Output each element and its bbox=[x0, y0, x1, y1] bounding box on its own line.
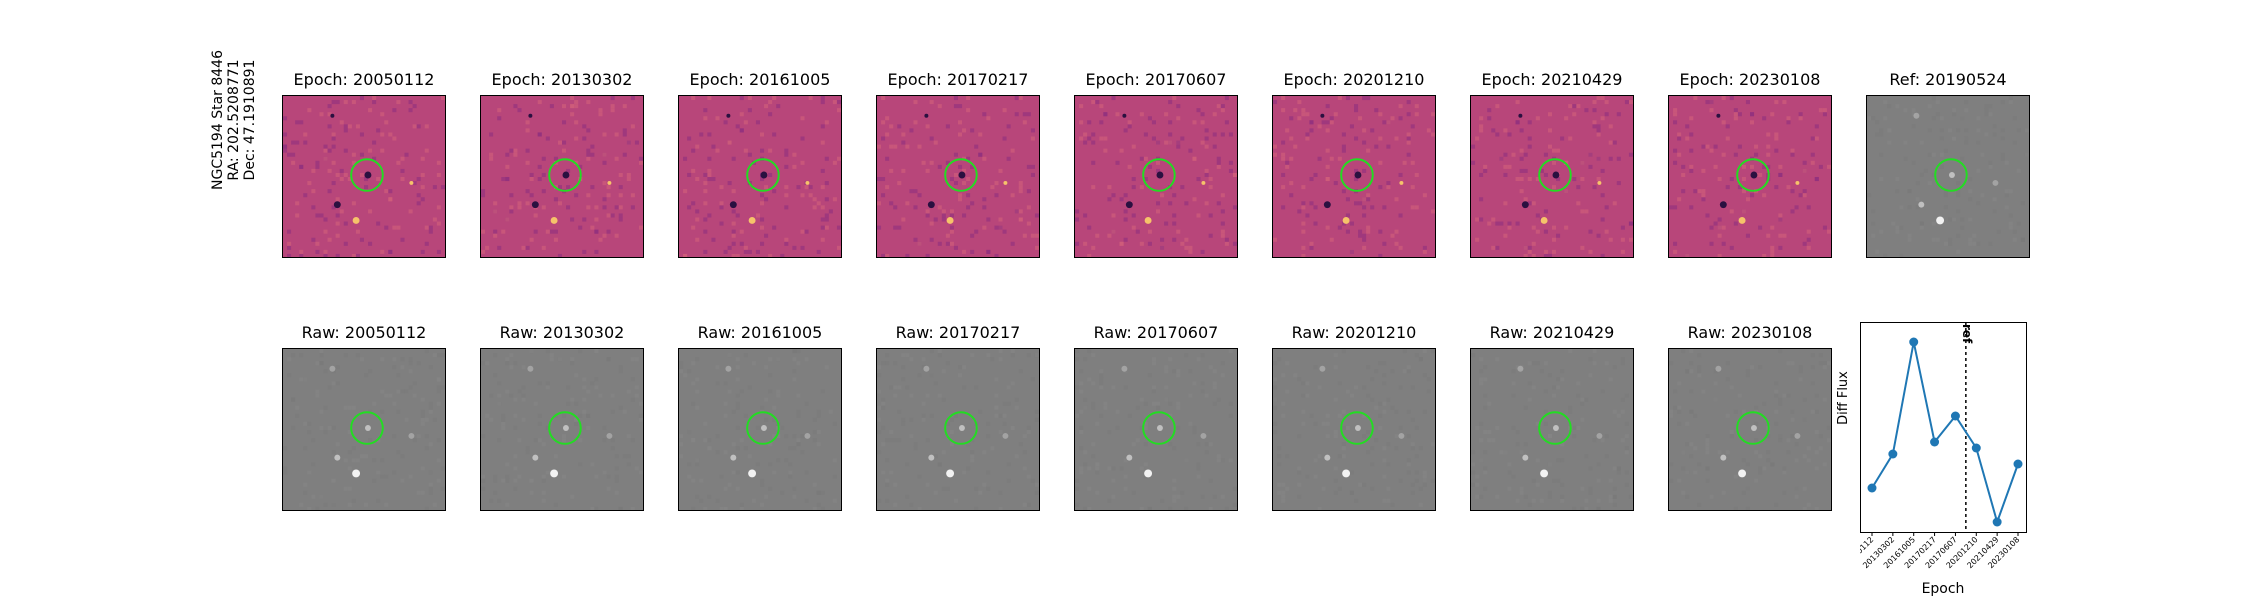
target-ra: RA: 202.5208771 bbox=[226, 59, 242, 181]
diff-panel-title: Epoch: 20170217 bbox=[887, 70, 1029, 89]
y-axis-label: Diff Flux bbox=[1836, 371, 1851, 425]
data-point bbox=[1950, 411, 1960, 421]
diff-flux-plot: ref2005011220130302201610052017021720170… bbox=[1860, 322, 2027, 570]
target-name: NGC5194 Star 8446 bbox=[210, 50, 226, 190]
data-point bbox=[1888, 449, 1898, 459]
diff-cutout-image bbox=[1074, 95, 1238, 258]
raw-panel-title: Raw: 20170607 bbox=[1093, 323, 1219, 342]
raw-cutout-image bbox=[1074, 348, 1238, 511]
x-axis-label: Epoch bbox=[1921, 581, 1965, 597]
diff-cutout-image bbox=[678, 95, 842, 258]
diff-panel-title: Epoch: 20201210 bbox=[1283, 70, 1425, 89]
raw-cutout-image bbox=[1272, 348, 1436, 511]
diff-panel-title: Epoch: 20230108 bbox=[1679, 70, 1821, 89]
raw-cutout-image bbox=[282, 348, 446, 511]
raw-panel-title: Raw: 20230108 bbox=[1687, 323, 1813, 342]
data-point bbox=[2013, 459, 2023, 469]
diff-panel-title: Epoch: 20050112 bbox=[293, 70, 435, 89]
data-point bbox=[1930, 437, 1940, 447]
diff-cutout-image bbox=[282, 95, 446, 258]
data-point bbox=[1909, 337, 1919, 347]
raw-cutout-image bbox=[876, 348, 1040, 511]
data-point bbox=[1867, 483, 1877, 493]
diff-cutout-image bbox=[1470, 95, 1634, 258]
data-point bbox=[1971, 443, 1981, 453]
raw-panel-title: Raw: 20050112 bbox=[301, 323, 427, 342]
raw-cutout-image bbox=[480, 348, 644, 511]
diff-panel-title: Epoch: 20170607 bbox=[1085, 70, 1227, 89]
raw-cutout-image bbox=[1668, 348, 1832, 511]
diff-panel-title: Epoch: 20161005 bbox=[689, 70, 831, 89]
target-dec: Dec: 47.1910891 bbox=[242, 59, 258, 181]
plot-frame bbox=[1860, 322, 2027, 533]
ref-cutout-image bbox=[1866, 95, 2030, 258]
diff-panel-title: Epoch: 20130302 bbox=[491, 70, 633, 89]
diff-cutout-image bbox=[480, 95, 644, 258]
raw-panel-title: Raw: 20201210 bbox=[1291, 323, 1417, 342]
diff-panel-title: Epoch: 20210429 bbox=[1481, 70, 1623, 89]
raw-panel-title: Raw: 20161005 bbox=[697, 323, 823, 342]
raw-cutout-image bbox=[1470, 348, 1634, 511]
raw-panel-title: Raw: 20170217 bbox=[895, 323, 1021, 342]
ref-line-label: ref bbox=[1960, 324, 1974, 344]
target-info-label: NGC5194 Star 8446 RA: 202.5208771 Dec: 4… bbox=[210, 40, 276, 200]
diff-cutout-image bbox=[1668, 95, 1832, 258]
diff-cutout-image bbox=[1272, 95, 1436, 258]
raw-cutout-image bbox=[678, 348, 842, 511]
raw-panel-title: Raw: 20130302 bbox=[499, 323, 625, 342]
diff-cutout-image bbox=[876, 95, 1040, 258]
data-point bbox=[1992, 517, 2002, 527]
ref-panel-title: Ref: 20190524 bbox=[1889, 70, 2007, 89]
raw-panel-title: Raw: 20210429 bbox=[1489, 323, 1615, 342]
diff-flux-line bbox=[1871, 341, 2019, 526]
